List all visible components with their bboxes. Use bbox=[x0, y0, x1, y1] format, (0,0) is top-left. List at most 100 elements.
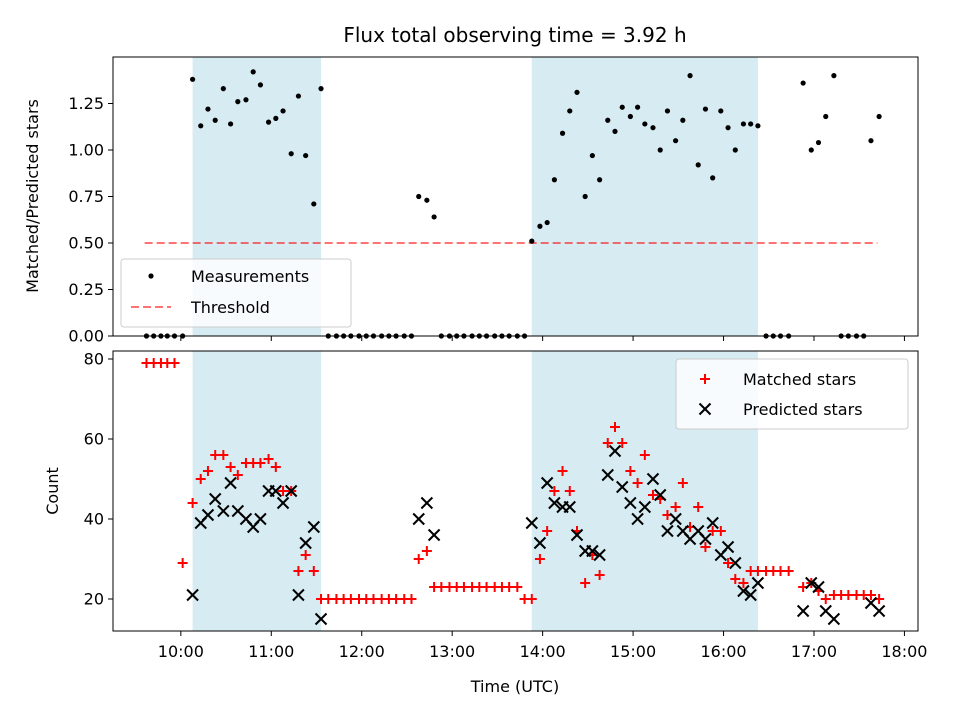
measurement-point bbox=[582, 193, 588, 200]
predicted-star-marker bbox=[737, 584, 750, 598]
bottom-legend-box bbox=[675, 358, 909, 430]
measurement-point bbox=[431, 214, 437, 220]
measurement-point bbox=[189, 76, 196, 82]
matched-star-marker bbox=[187, 498, 198, 508]
predicted-star-marker bbox=[669, 512, 682, 526]
top-panel: 0.00 0.25 0.50 0.75 1.00 1.25 Matched/Predict… bbox=[23, 56, 919, 346]
predicted-star-marker bbox=[601, 468, 614, 482]
matched-star-marker bbox=[195, 474, 206, 484]
bottom-x-ticks: 10:00 11:00 12:00 13:00 14:00 15:00 16:00 17:00… bbox=[158, 631, 927, 661]
matched-star-marker bbox=[549, 486, 560, 496]
top-y-tick-label: 1.00 bbox=[68, 141, 104, 160]
predicted-star-marker bbox=[276, 496, 290, 510]
matched-star-marker bbox=[617, 438, 628, 448]
predicted-star-marker bbox=[827, 612, 841, 626]
predicted-star-marker bbox=[744, 588, 757, 602]
measurement-point bbox=[755, 123, 761, 129]
measurement-point bbox=[559, 130, 566, 136]
top-legend-box bbox=[120, 258, 352, 328]
matched-star-marker bbox=[564, 486, 575, 496]
measurement-point bbox=[642, 121, 648, 127]
measurement-point bbox=[257, 82, 264, 88]
predicted-star-marker bbox=[570, 528, 584, 542]
predicted-star-marker bbox=[699, 532, 712, 546]
matched-star-marker bbox=[632, 478, 643, 488]
predicted-star-marker bbox=[586, 544, 599, 558]
top-y-tick-label: 0.50 bbox=[68, 234, 104, 253]
predicted-star-marker bbox=[796, 604, 810, 618]
matched-star-marker bbox=[542, 526, 553, 536]
measurement-point bbox=[280, 108, 286, 114]
predicted-star-marker bbox=[269, 484, 283, 498]
measurement-point bbox=[589, 152, 595, 159]
predicted-star-marker bbox=[721, 540, 735, 554]
bottom-y-tick-label: 60 bbox=[84, 430, 104, 449]
observing-intervals-top bbox=[192, 57, 758, 336]
matched-star-marker bbox=[263, 454, 274, 464]
measurement-point bbox=[695, 162, 701, 168]
measurement-point bbox=[318, 86, 324, 92]
predicted-star-marker bbox=[533, 536, 547, 550]
matched-star-marker bbox=[723, 558, 734, 568]
matched-star-marker bbox=[169, 358, 180, 368]
bottom-y-tick-label: 20 bbox=[84, 590, 104, 609]
predicted-star-marker bbox=[608, 444, 622, 458]
measurement-point bbox=[198, 123, 204, 129]
matched-star-marker bbox=[580, 578, 591, 588]
matched-star-marker bbox=[783, 566, 794, 576]
measurement-point bbox=[619, 104, 625, 110]
matched-star-marker bbox=[421, 546, 432, 556]
matched-star-marker bbox=[300, 550, 311, 560]
predicted-star-marker bbox=[224, 476, 237, 490]
x-tick-label: 16:00 bbox=[700, 642, 746, 661]
bottom-y-axis-label: Count bbox=[43, 467, 62, 515]
measurement-point bbox=[273, 115, 279, 121]
legend-matched-label: Matched stars bbox=[743, 370, 856, 389]
x-tick-label: 14:00 bbox=[520, 642, 566, 661]
matched-star-marker bbox=[693, 502, 704, 512]
measurement-point bbox=[680, 117, 686, 123]
predicted-star-marker bbox=[654, 488, 667, 502]
measurement-point bbox=[537, 223, 543, 229]
x-tick-label: 17:00 bbox=[791, 642, 837, 661]
matched-star-marker bbox=[738, 578, 749, 588]
matched-star-marker bbox=[639, 450, 650, 460]
measurement-point bbox=[627, 113, 633, 120]
measurement-point bbox=[295, 93, 302, 99]
predicted-star-marker bbox=[201, 508, 215, 522]
matched-star-marker bbox=[700, 542, 711, 552]
measurement-point bbox=[551, 177, 557, 183]
measurement-point bbox=[876, 113, 882, 120]
matched-star-marker bbox=[232, 470, 243, 480]
matched-star-marker bbox=[308, 566, 319, 576]
predicted-star-marker bbox=[638, 500, 652, 514]
predicted-star-marker bbox=[593, 548, 606, 562]
measurement-point bbox=[574, 89, 580, 95]
top-y-tick-label: 1.25 bbox=[68, 94, 104, 113]
matched-star-marker bbox=[625, 466, 636, 476]
predicted-star-marker bbox=[217, 504, 230, 518]
predicted-star-marker bbox=[427, 528, 441, 542]
matched-star-marker bbox=[293, 566, 304, 576]
matched-star-marker bbox=[609, 422, 620, 432]
legend-predicted-swatch bbox=[698, 402, 712, 416]
measurement-point bbox=[311, 201, 317, 207]
predicted-star-marker bbox=[805, 576, 818, 590]
predicted-star-marker bbox=[292, 588, 305, 602]
measurement-point bbox=[718, 108, 724, 114]
matched-star-marker bbox=[594, 570, 605, 580]
matched-star-marker bbox=[406, 594, 417, 604]
measurement-point bbox=[687, 73, 693, 79]
predicted-star-marker bbox=[254, 512, 267, 526]
measurement-point bbox=[227, 121, 234, 127]
x-tick-label: 18:00 bbox=[881, 642, 927, 661]
matched-star-marker bbox=[715, 526, 726, 536]
matched-star-marker bbox=[413, 554, 424, 564]
predicted-star-marker bbox=[412, 512, 425, 526]
top-y-ticks: 0.00 0.25 0.50 0.75 1.00 1.25 bbox=[68, 94, 113, 346]
matched-star-marker bbox=[730, 574, 741, 584]
measurement-point bbox=[657, 147, 663, 153]
matched-star-marker bbox=[225, 462, 236, 472]
top-y-tick-label: 0.75 bbox=[68, 187, 104, 206]
